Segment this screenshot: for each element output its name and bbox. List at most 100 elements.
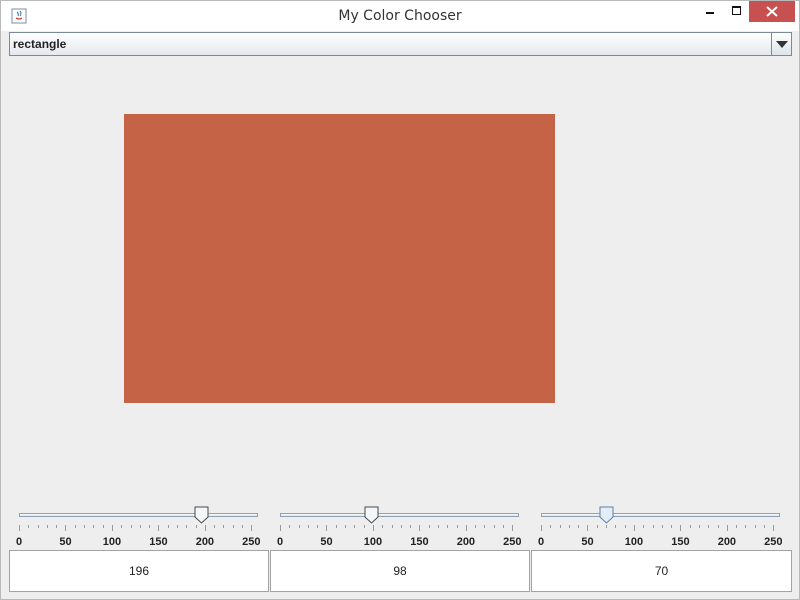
red-slider-tick <box>19 525 20 531</box>
blue-slider-tick <box>699 525 700 528</box>
blue-slider-tick-label: 200 <box>717 536 737 548</box>
red-slider-tick <box>168 525 169 528</box>
blue-slider-track[interactable] <box>541 513 780 517</box>
green-slider-tick <box>354 525 355 528</box>
red-slider-tick <box>196 525 197 528</box>
close-icon <box>766 6 778 17</box>
red-slider-tick-label: 250 <box>242 536 261 548</box>
red-slider-tick-label: 100 <box>102 536 122 548</box>
shape-dropdown-value: rectangle <box>13 37 67 51</box>
green-slider-tick <box>494 525 495 528</box>
shape-dropdown[interactable]: rectangle <box>9 32 792 56</box>
blue-slider-thumb[interactable] <box>599 506 614 524</box>
green-slider-tick <box>512 525 513 531</box>
red-slider-thumb[interactable] <box>194 506 209 524</box>
blue-slider[interactable]: 0 50 100 150 200 250 <box>537 501 783 549</box>
red-slider-tick-label: 50 <box>59 536 72 548</box>
blue-slider-tick <box>662 525 663 528</box>
red-slider-tick <box>177 525 178 528</box>
green-slider-tick-label: 50 <box>320 536 333 548</box>
green-slider-tick <box>392 525 393 528</box>
green-slider-tick <box>457 525 458 528</box>
green-slider-tick-label: 100 <box>363 536 383 548</box>
blue-slider-tick-label: 50 <box>581 536 594 548</box>
red-slider-tick <box>251 525 252 531</box>
green-slider-tick <box>345 525 346 528</box>
green-slider-tick <box>419 525 420 531</box>
blue-slider-tick <box>606 525 607 528</box>
blue-value-field[interactable]: 70 <box>531 550 792 592</box>
red-slider-tick <box>47 525 48 528</box>
close-button[interactable] <box>749 1 795 22</box>
dropdown-arrow-icon[interactable] <box>771 33 791 55</box>
red-slider-tick <box>149 525 150 528</box>
green-slider-tick-label: 0 <box>276 536 284 548</box>
green-slider-tick <box>373 525 374 531</box>
green-slider-tick <box>326 525 327 531</box>
green-slider-ticks <box>276 525 520 533</box>
blue-slider-tick <box>718 525 719 528</box>
java-app-icon <box>11 8 27 24</box>
blue-slider-tick <box>550 525 551 528</box>
blue-slider-tick <box>727 525 728 531</box>
red-slider-tick <box>56 525 57 528</box>
red-slider-tick <box>112 525 113 531</box>
green-slider-tick <box>438 525 439 528</box>
green-slider-tick <box>364 525 365 528</box>
green-slider-thumb[interactable] <box>364 506 379 524</box>
red-slider-tick-label: 150 <box>149 536 168 548</box>
title-bar[interactable]: My Color Chooser <box>1 1 799 31</box>
blue-slider-tick <box>541 525 542 531</box>
blue-slider-tick <box>643 525 644 528</box>
red-slider-tick <box>214 525 215 528</box>
green-slider-tick-label: 200 <box>456 536 476 548</box>
red-slider-tick <box>242 525 243 528</box>
blue-slider-tick <box>578 525 579 528</box>
red-slider-track[interactable] <box>19 513 258 517</box>
green-value-field[interactable]: 98 <box>270 550 530 592</box>
blue-slider-tick-label: 100 <box>624 536 644 548</box>
blue-slider-tick <box>736 525 737 528</box>
green-slider-tick <box>410 525 411 528</box>
blue-slider-tick <box>569 525 570 528</box>
blue-slider-tick <box>671 525 672 528</box>
red-slider-tick <box>223 525 224 528</box>
green-slider-tick <box>336 525 337 528</box>
red-slider-ticks <box>15 525 259 533</box>
green-slider-tick <box>308 525 309 528</box>
blue-slider-tick <box>597 525 598 528</box>
color-preview-rectangle <box>124 114 555 403</box>
red-slider-tick <box>38 525 39 528</box>
red-slider-tick <box>84 525 85 528</box>
red-slider-tick <box>205 525 206 531</box>
red-value-field[interactable]: 196 <box>9 550 269 592</box>
minimize-button[interactable] <box>697 1 723 22</box>
red-slider-tick <box>233 525 234 528</box>
red-slider-tick <box>93 525 94 528</box>
green-slider-tick <box>466 525 467 531</box>
red-slider-tick <box>131 525 132 528</box>
red-slider-tick-label: 0 <box>15 536 23 548</box>
red-slider-tick <box>186 525 187 528</box>
red-slider[interactable]: 0 50 100 150 200 250 <box>15 501 261 549</box>
maximize-button[interactable] <box>723 1 749 22</box>
blue-slider-tick-label: 250 <box>764 536 783 548</box>
green-slider[interactable]: 0 50 100 150 200 250 <box>276 501 522 549</box>
red-slider-tick <box>75 525 76 528</box>
red-slider-tick <box>121 525 122 528</box>
red-slider-tick <box>140 525 141 528</box>
blue-slider-tick <box>708 525 709 528</box>
blue-slider-tick <box>634 525 635 531</box>
blue-slider-tick <box>680 525 681 531</box>
red-slider-tick <box>28 525 29 528</box>
blue-slider-tick <box>745 525 746 528</box>
blue-slider-tick <box>764 525 765 528</box>
green-slider-track[interactable] <box>280 513 519 517</box>
blue-slider-tick <box>625 525 626 528</box>
green-slider-tick <box>382 525 383 528</box>
blue-slider-tick <box>690 525 691 528</box>
green-slider-tick <box>429 525 430 528</box>
green-slider-tick <box>447 525 448 528</box>
blue-slider-tick-label: 150 <box>671 536 690 548</box>
